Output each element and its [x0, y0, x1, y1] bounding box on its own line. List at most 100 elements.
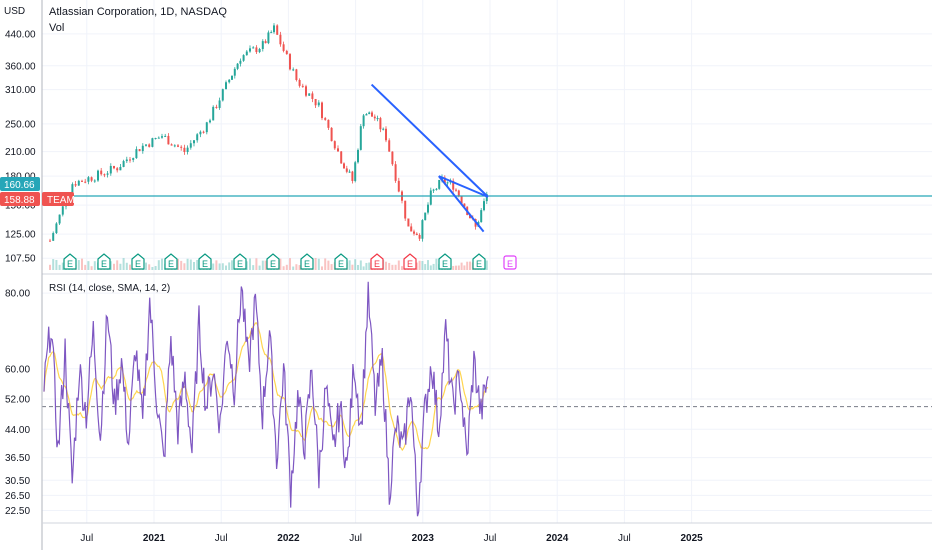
earnings-marker[interactable]: E — [266, 253, 280, 270]
candle-body — [314, 98, 317, 106]
volume-bar — [125, 262, 128, 270]
volume-bar — [252, 265, 255, 270]
candle-body — [438, 179, 441, 189]
candle-body — [170, 144, 173, 146]
candle-body — [113, 165, 115, 169]
candle-body — [81, 180, 83, 182]
candle-body — [295, 69, 298, 81]
candle-body — [362, 115, 365, 127]
candle-body — [480, 210, 483, 223]
chart-title: Atlassian Corporation, 1D, NASDAQ — [49, 6, 227, 18]
candle-body — [264, 41, 267, 44]
candle-body — [242, 55, 245, 61]
candle-body — [365, 114, 368, 116]
volume-bar — [424, 264, 427, 270]
earnings-marker[interactable]: E — [472, 253, 486, 270]
volume-bar — [221, 263, 224, 270]
candle-body — [298, 80, 301, 86]
candle-body — [379, 118, 382, 130]
candle-body — [415, 233, 418, 235]
trendlines[interactable] — [370, 83, 489, 233]
candle-body — [427, 204, 429, 213]
candle-body — [186, 147, 189, 152]
volume-bar — [435, 258, 438, 270]
earnings-label: E — [237, 259, 243, 269]
candle-body — [376, 118, 379, 120]
rsi-axis[interactable]: 80.00 60.00 52.00 44.00 36.50 30.50 26.50 22.50 — [5, 289, 30, 517]
candle-body — [119, 166, 122, 171]
rsi-tick-label: 52.00 — [5, 395, 30, 406]
candle-body — [97, 170, 99, 181]
volume-bar — [119, 263, 122, 270]
candle-body — [385, 128, 387, 141]
candle-body — [371, 112, 373, 117]
candle-body — [421, 220, 424, 239]
earnings-marker[interactable]: E — [370, 253, 384, 270]
volume-bar — [351, 264, 354, 270]
earnings-marker[interactable]: E — [300, 253, 314, 270]
candle-body — [154, 138, 157, 140]
candle-body — [161, 136, 163, 138]
candle-body — [180, 146, 183, 148]
price-tick-label: 440.00 — [5, 29, 36, 40]
candle-body — [321, 102, 323, 119]
candle-body — [173, 145, 176, 147]
trendline[interactable] — [438, 175, 485, 233]
candle-body — [424, 212, 427, 221]
earnings-marker[interactable]: E — [63, 253, 77, 270]
candle-body — [103, 174, 106, 176]
volume-bar — [189, 259, 192, 270]
earnings-marker[interactable]: E — [334, 253, 348, 270]
candle-body — [397, 180, 400, 192]
earnings-marker[interactable]: E — [131, 253, 145, 270]
volume-bar — [429, 265, 432, 270]
earnings-marker[interactable]: E — [198, 253, 212, 270]
candle-body — [255, 47, 258, 53]
candle-body — [61, 206, 64, 215]
volume-bar — [129, 264, 131, 270]
time-tick-label: 2021 — [143, 533, 166, 544]
candle-body — [249, 48, 251, 52]
volume-bar — [212, 263, 215, 270]
volume-bar — [295, 264, 298, 270]
volume-bar — [359, 260, 362, 270]
volume-bar — [418, 260, 421, 270]
volume-bar — [362, 266, 365, 270]
candle-body — [324, 118, 327, 120]
volume-bar — [432, 263, 435, 270]
earnings-marker[interactable]: E — [403, 253, 417, 270]
candle-body — [245, 51, 248, 56]
earnings-marker[interactable]: E — [97, 253, 111, 270]
candle-body — [193, 140, 195, 144]
price-axis[interactable]: 440.00360.00310.00250.00210.00180.00150.… — [5, 29, 36, 264]
candle-body — [394, 164, 397, 181]
candle-body — [460, 196, 463, 204]
earnings-label: E — [135, 259, 141, 269]
candle-body — [58, 214, 61, 224]
earnings-marker[interactable]: E — [233, 253, 247, 270]
earnings-marker[interactable]: E — [503, 255, 517, 270]
rsi-line — [43, 281, 489, 517]
trendline[interactable] — [438, 175, 489, 198]
earnings-marker[interactable]: E — [164, 253, 178, 270]
earnings-label: E — [304, 259, 310, 269]
time-axis[interactable]: Jul 2021 Jul 2022 Jul 2023 Jul 2024 Jul 2025 — [80, 533, 703, 544]
volume-bar — [460, 262, 463, 270]
candle-body — [485, 194, 488, 202]
candle-body — [446, 182, 449, 184]
volume-bar — [330, 264, 333, 270]
volume-bar — [249, 258, 251, 270]
volume-bar — [427, 260, 429, 270]
rsi-tick-label: 80.00 — [5, 289, 30, 300]
candle-body — [93, 180, 96, 182]
volume-bar — [113, 263, 115, 270]
candle-body — [282, 44, 285, 51]
candle-body — [177, 145, 179, 147]
candle-body — [267, 32, 270, 44]
candle-body — [413, 231, 415, 234]
trendline[interactable] — [370, 83, 489, 198]
candle-body — [279, 34, 282, 45]
earnings-marker[interactable]: E — [438, 253, 452, 270]
